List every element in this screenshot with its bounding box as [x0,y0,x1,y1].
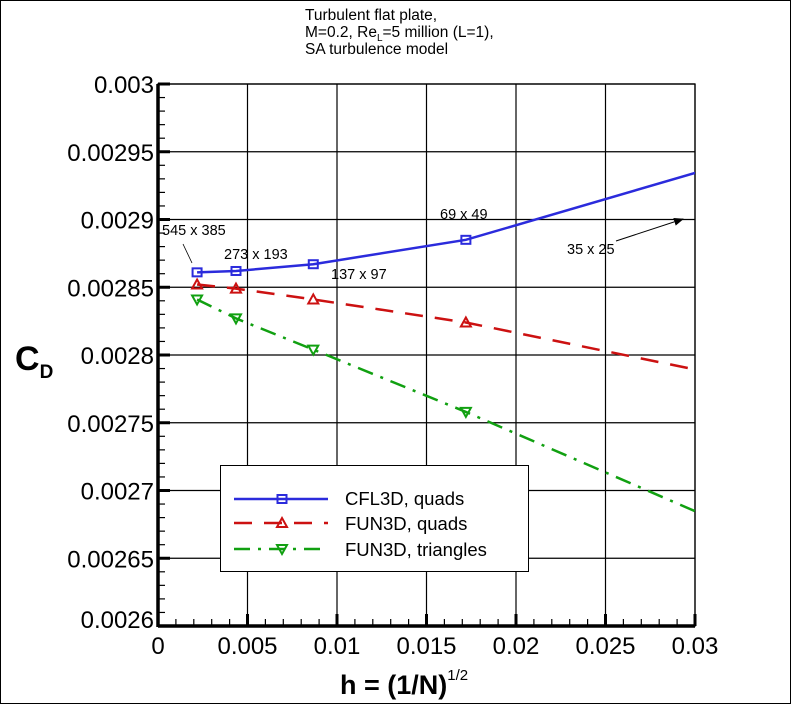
triangle-down-marker [306,344,320,357]
annotation-273x193: 273 x 193 [224,247,288,263]
y-tick-label: 0.0026 [81,607,154,634]
square-marker [276,494,288,504]
x-tick-label: 0.01 [314,633,361,660]
y-tick-label: 0.0029 [81,208,154,235]
series-0 [191,171,695,278]
square-marker [307,259,319,270]
y-axis-label-main: C [15,340,40,378]
triangle-down-marker [275,544,289,557]
title-line-2b: =5 million (L=1), [383,24,494,41]
annotation-arrow-35x25 [615,218,684,242]
series-line [197,171,695,274]
annotations: 545 x 385 273 x 193 137 x 97 69 x 49 35 … [162,207,684,283]
title-line-2: M=0.2, ReL=5 million (L=1), [305,24,494,44]
triangle-up-marker [275,515,289,528]
annotation-35x25: 35 x 25 [567,242,615,258]
triangle-down-marker [459,406,473,419]
triangle-up-marker [459,315,473,328]
square-marker [460,234,472,245]
x-tick-label: 0.02 [493,633,540,660]
title-line-1: Turbulent flat plate, [305,7,437,24]
annotation-leader-545x385 [182,243,193,264]
x-tick-label: 0.005 [217,633,277,660]
series-group [190,171,695,513]
legend-label-fun3d-triangles: FUN3D, triangles [345,539,487,560]
x-axis-label-main: h = (1/N) [340,670,447,700]
title-subscript: L [377,33,383,44]
x-tick-label: 0 [151,633,164,660]
annotation-137x97: 137 x 97 [331,267,387,283]
title-line-2a: M=0.2, Re [305,24,377,41]
y-axis-label-sub: D [40,362,54,383]
title-line-3: SA turbulence model [305,41,448,58]
series-line [196,298,695,513]
y-tick-label: 0.00295 [67,140,154,167]
annotation-545x385: 545 x 385 [162,223,226,239]
triangle-up-marker [229,281,243,294]
y-tick-label: 0.003 [94,72,154,99]
tick-labels: 0 0.005 0.01 0.015 0.02 0.025 0.03 0.0026 0.0026… [67,72,718,660]
legend-label-cfl3d: CFL3D, quads [345,488,464,509]
y-axis-label: CD [15,340,53,383]
triangle-up-marker [190,277,204,290]
series-2 [190,294,695,513]
x-tick-label: 0.015 [396,633,456,660]
triangle-up-marker [306,292,320,305]
triangle-down-marker [190,294,204,307]
x-tick-label: 0.03 [672,633,719,660]
legend-label-fun3d-quads: FUN3D, quads [345,513,467,534]
chart-title: Turbulent flat plate, M=0.2, ReL=5 milli… [305,7,494,58]
x-axis-label: h = (1/N)1/2 [340,667,468,700]
annotation-69x49: 69 x 49 [440,207,488,223]
series-line [196,283,695,371]
triangle-down-marker [229,313,243,326]
y-tick-label: 0.0028 [81,343,154,370]
x-tick-label: 0.025 [575,633,635,660]
x-axis-label-sup: 1/2 [447,667,468,684]
axes [156,82,697,628]
y-tick-label: 0.0027 [81,479,154,506]
y-tick-label: 0.00275 [67,411,154,438]
y-tick-label: 0.00285 [67,275,154,302]
y-tick-label: 0.00265 [67,546,154,573]
series-1 [190,277,695,371]
square-marker [230,265,242,276]
square-marker [191,267,203,278]
legend-box [220,465,529,572]
legend: CFL3D, quads FUN3D, quads FUN3D, triangl… [220,465,529,572]
